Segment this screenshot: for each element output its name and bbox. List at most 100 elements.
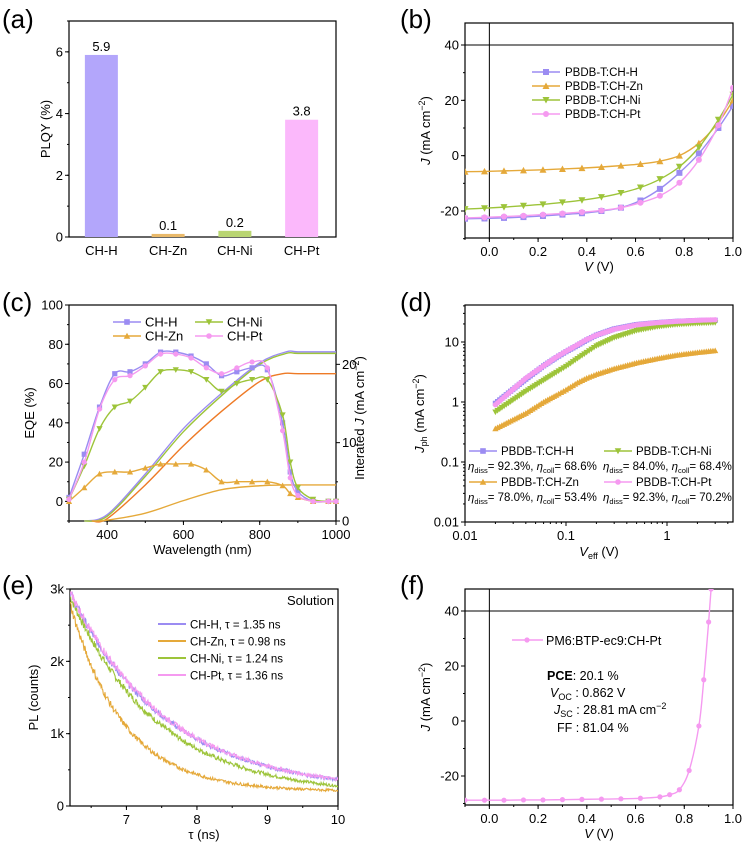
y-tick-label: 60 [49,376,63,391]
data-point [656,176,664,183]
metric-subscript: OC [558,692,572,702]
metric-voc: VOC : 0.862 V [550,686,626,702]
data-point [500,167,508,174]
data-point [96,470,103,477]
efficiency-annotation: ηdiss= 78.0%, ηcoll= 53.4% [468,492,597,506]
y-right-axis-label-close: ) [352,356,367,360]
x-axis-label-symbol: V [584,259,594,274]
data-point [598,207,605,214]
legend-label: CH-H [145,315,178,330]
eta-symbol: η [537,492,543,504]
data-point [66,496,72,502]
data-point [287,459,294,466]
eta-coll-value: = 53.4% [554,492,597,504]
data-point [617,204,624,211]
metric-value: : 0.862 V [572,686,626,700]
data-point [712,317,718,323]
x-axis-label: Wavelength (nm) [153,542,252,557]
data-point [127,369,133,375]
data-point [465,206,469,213]
subscript-coll: coll [678,466,690,475]
solution-annotation: Solution [287,593,334,608]
data-point [480,167,488,175]
data-point [579,796,585,802]
eta-symbol: η [603,461,609,473]
x-tick-label: 600 [173,527,195,542]
data-point [325,498,331,504]
y-axis-label-subscript: ph [419,436,429,446]
legend-label: CH-Pt, τ = 1.36 ns [190,671,283,683]
panel-label: (d) [400,287,432,317]
y-tick-label: 2 [56,168,63,183]
data-point [287,490,294,497]
data-point [637,795,644,801]
legend-label: PBDB-T:CH-H [565,67,638,79]
data-point [676,787,683,793]
data-point [295,492,301,499]
legend-label: CH-Zn [145,329,183,344]
data-point [675,152,683,159]
legend-marker [479,478,487,485]
plot-frame [464,304,734,523]
x-axis-label-symbol: V [584,826,594,841]
data-point [111,468,118,475]
panel-label: (f) [400,570,425,600]
x-tick-label: 0.1 [557,528,575,543]
integrated-current-line [91,484,336,522]
data-point [173,351,179,357]
x-axis-label: τ (ns) [188,827,219,842]
eta-coll-value: = 68.4% [689,461,732,473]
bar-value-label: 3.8 [293,104,311,119]
x-tick-label: 1000 [322,527,351,542]
eta-diss-value: = 92.3%, [623,492,672,504]
x-axis-label-unit: (V) [593,259,614,274]
data-point [715,122,722,129]
data-point [714,116,722,124]
data-point [729,96,733,104]
x-tick-label: 10 [331,812,345,827]
y-right-axis-label: Interated J (mA cm−2) [351,356,367,480]
series-group [465,84,733,222]
data-point [500,204,508,211]
bar-value-label: 0.1 [159,218,177,233]
x-tick-label: 8 [193,812,200,827]
y-axis-label-unit: (mA cm [418,677,433,725]
y-tick-label: -20 [440,204,459,219]
data-point [157,351,164,357]
data-point [701,677,707,683]
x-axis-label-subscript: eff [588,551,598,561]
legend-marker [206,333,212,339]
y-axis-label-superscript: −2 [411,378,421,388]
bar-value-label: 5.9 [92,39,110,54]
data-point [264,377,271,383]
integrated-current-line [84,351,336,522]
data-point [597,163,605,171]
data-point [520,797,527,803]
x-tick-label: 0.8 [675,244,693,259]
data-point [157,369,164,375]
data-point [578,197,586,204]
data-point [264,365,270,371]
y-tick-label: 10 [445,335,459,350]
y-tick-label: 0 [56,230,63,245]
plot-frame [464,588,734,806]
legend-label: CH-Pt [227,329,263,344]
x-tick-label: 9 [264,812,271,827]
subscript-coll: coll [678,497,690,506]
data-point [657,794,663,800]
eta-diss-value: = 84.0%, [623,461,672,473]
panel-label: (c) [2,287,32,317]
legend-label: PBDB-T:CH-Zn [501,477,579,489]
data-point [279,412,286,419]
x-tick-label: 0.4 [578,244,596,259]
data-point [187,369,195,375]
data-point [111,404,118,411]
efficiency-annotation: ηdiss= 92.3%, ηcoll= 68.6% [468,461,597,475]
legend-marker [615,479,621,485]
data-point [706,619,712,625]
data-point [96,406,103,412]
data-point [578,164,586,172]
data-point [188,355,194,361]
